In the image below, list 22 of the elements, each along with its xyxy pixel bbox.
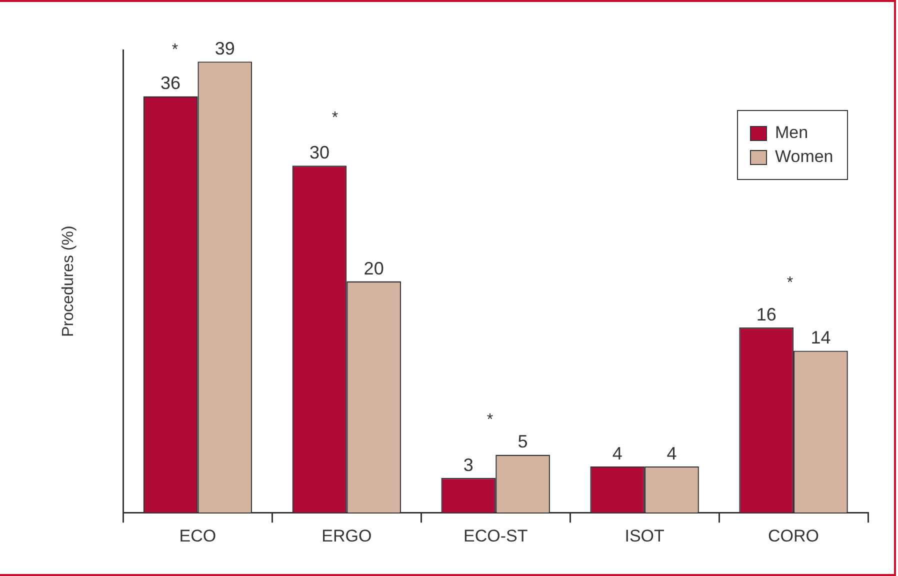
data-label: 3: [463, 454, 474, 475]
data-label: 20: [364, 258, 384, 278]
annotation: *: [786, 274, 794, 292]
x-tick-label: CORO: [768, 526, 820, 546]
text: *: [172, 41, 178, 58]
y-axis-title: Procedures (%): [60, 226, 78, 337]
legend-label: Men: [775, 123, 808, 143]
legend-label: Women: [775, 147, 834, 167]
x-tick-label: ECO-ST: [463, 526, 528, 546]
x-tick-label: ISOT: [624, 526, 664, 546]
x-tick-label: ECO: [179, 526, 216, 546]
x-tick-label: ERGO: [322, 526, 372, 546]
data-label: 4: [666, 443, 677, 464]
data-label: 14: [810, 328, 831, 348]
data-label: 4: [612, 443, 622, 464]
data-label: 36: [160, 73, 181, 94]
data-label: 16: [756, 304, 776, 325]
data-label: 5: [518, 432, 528, 452]
annotation: *: [486, 411, 494, 428]
data-label: 30: [309, 142, 330, 163]
data-label: 39: [214, 38, 235, 59]
annotation: *: [332, 109, 338, 126]
